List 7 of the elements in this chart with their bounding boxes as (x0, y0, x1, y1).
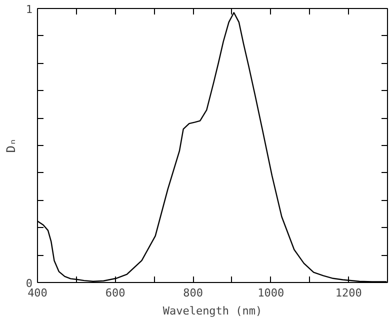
x-tick-label: 600 (105, 286, 126, 300)
y-axis-title: Dₙ (4, 138, 18, 153)
x-tick-label: 1000 (258, 286, 284, 300)
x-tick-label: 1200 (335, 286, 362, 300)
x-axis-title: Wavelength (nm) (162, 304, 262, 318)
x-tick-label: 800 (183, 286, 203, 300)
y-tick-label: 1 (26, 3, 32, 16)
